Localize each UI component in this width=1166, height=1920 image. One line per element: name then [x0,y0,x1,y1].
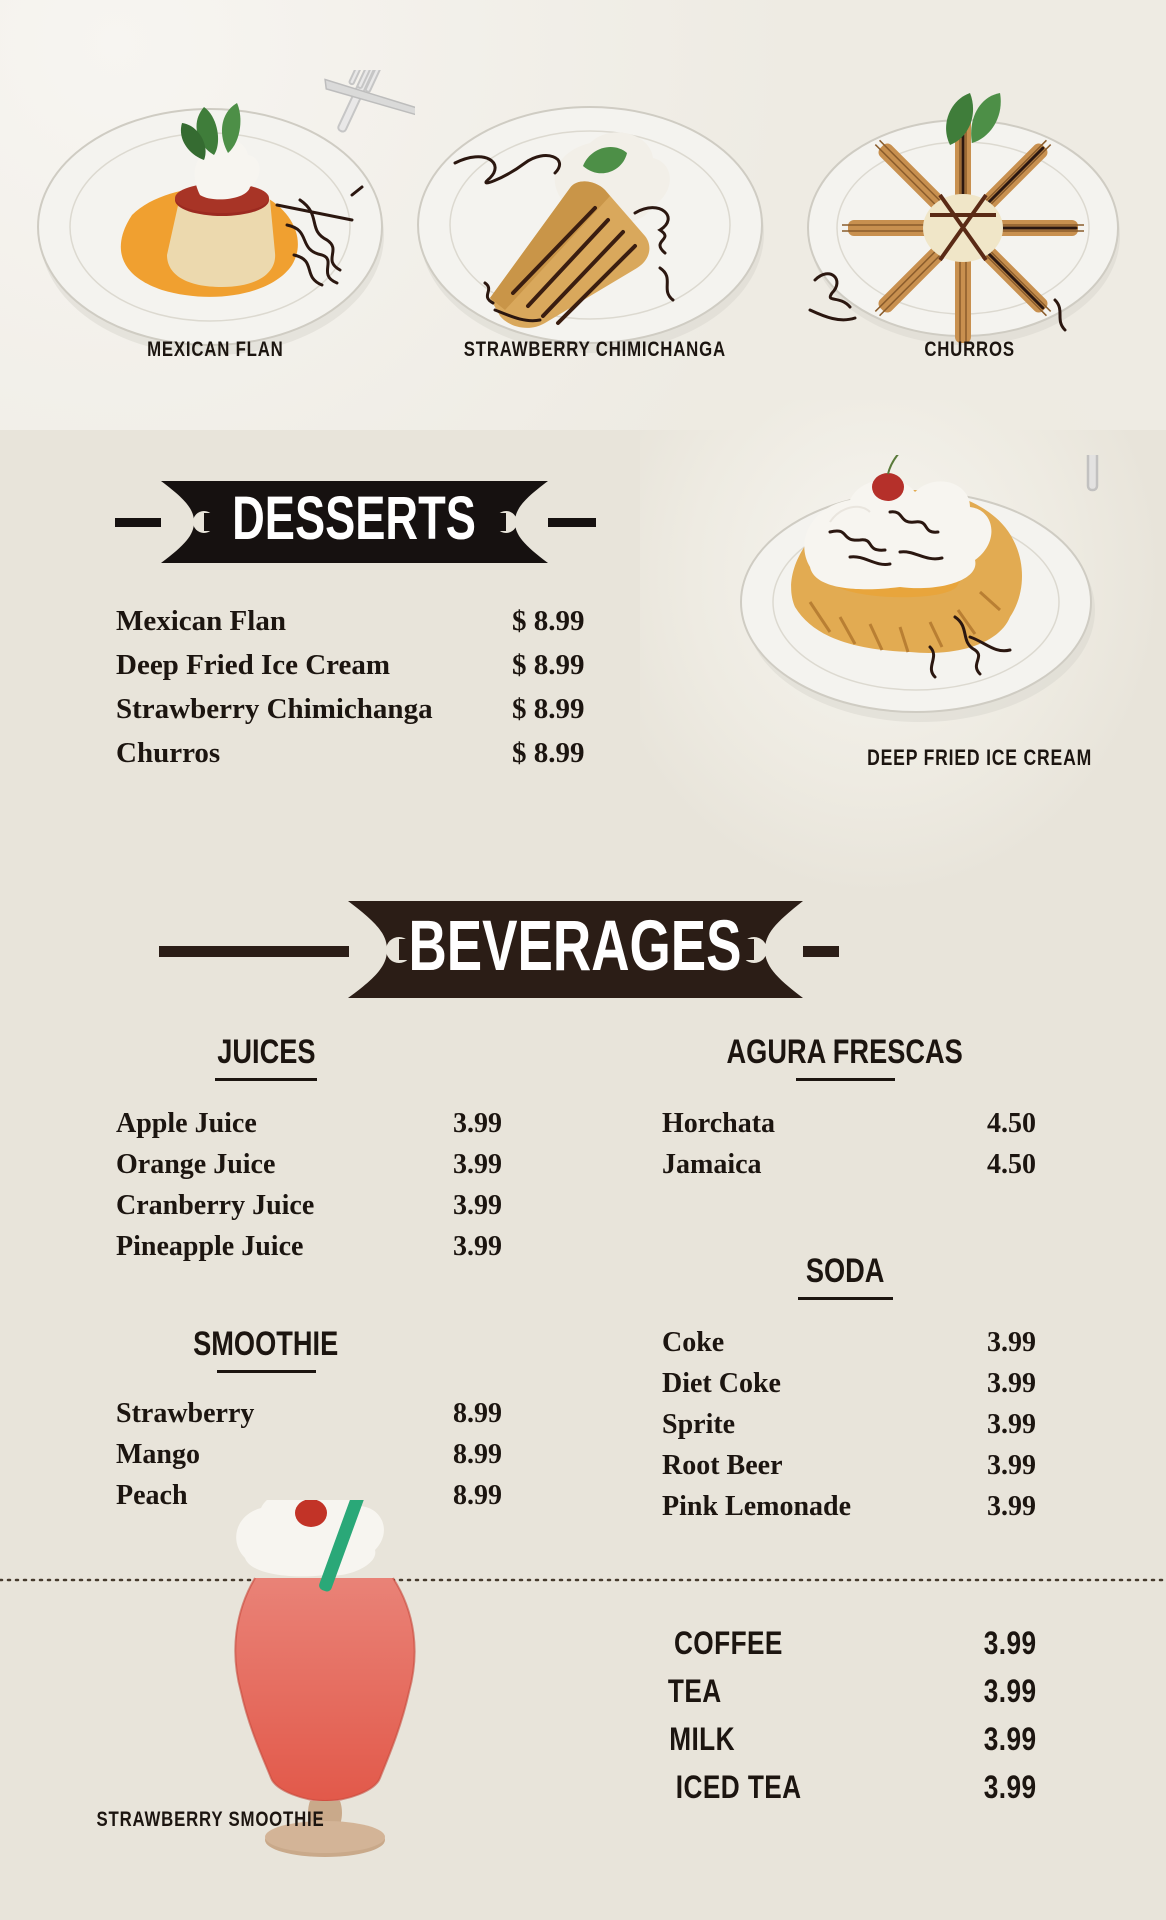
svg-text:DESSERTS: DESSERTS [232,485,476,553]
svg-text:BEVERAGES: BEVERAGES [409,906,742,985]
